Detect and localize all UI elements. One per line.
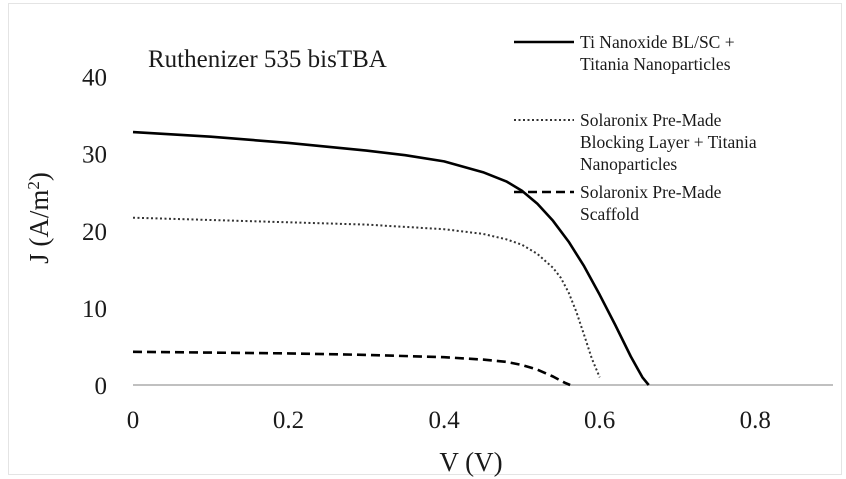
x-tick-label: 0: [127, 407, 140, 434]
series-lines: [132, 130, 650, 387]
y-tick-labels: 0 10 20 30 40: [82, 65, 107, 400]
y-tick-label: 0: [95, 373, 108, 400]
x-axis-title: V (V): [439, 447, 502, 477]
y-tick-label: 20: [82, 219, 107, 246]
y-tick-label: 10: [82, 296, 107, 323]
x-tick-label: 0.6: [584, 407, 615, 434]
legend-label: Nanoparticles: [580, 154, 677, 174]
y-tick-label: 40: [82, 65, 107, 92]
legend-label: Titania Nanoparticles: [580, 54, 731, 74]
legend: Ti Nanoxide BL/SC +Titania Nanoparticles…: [514, 32, 757, 224]
legend-label: Solaronix Pre-Made: [580, 182, 722, 202]
chart-title: Ruthenizer 535 bisTBA: [148, 46, 387, 73]
x-tick-labels: 0 0.2 0.4 0.6 0.8: [127, 407, 771, 434]
legend-label: Blocking Layer + Titania: [580, 132, 757, 152]
series-line-blocking-layer: [132, 216, 601, 378]
y-axis-title: J (A/m2): [24, 172, 55, 264]
x-tick-label: 0.4: [428, 407, 460, 434]
series-line-ti-nanoxide: [132, 130, 650, 386]
legend-label: Ti Nanoxide BL/SC +: [580, 32, 735, 52]
legend-label: Solaronix Pre-Made: [580, 110, 722, 130]
x-tick-label: 0.2: [273, 407, 304, 434]
y-tick-label: 30: [82, 142, 107, 169]
chart-frame: [8, 3, 842, 475]
legend-label: Scaffold: [580, 204, 639, 224]
series-line-scaffold: [132, 350, 571, 387]
x-tick-label: 0.8: [740, 407, 771, 434]
